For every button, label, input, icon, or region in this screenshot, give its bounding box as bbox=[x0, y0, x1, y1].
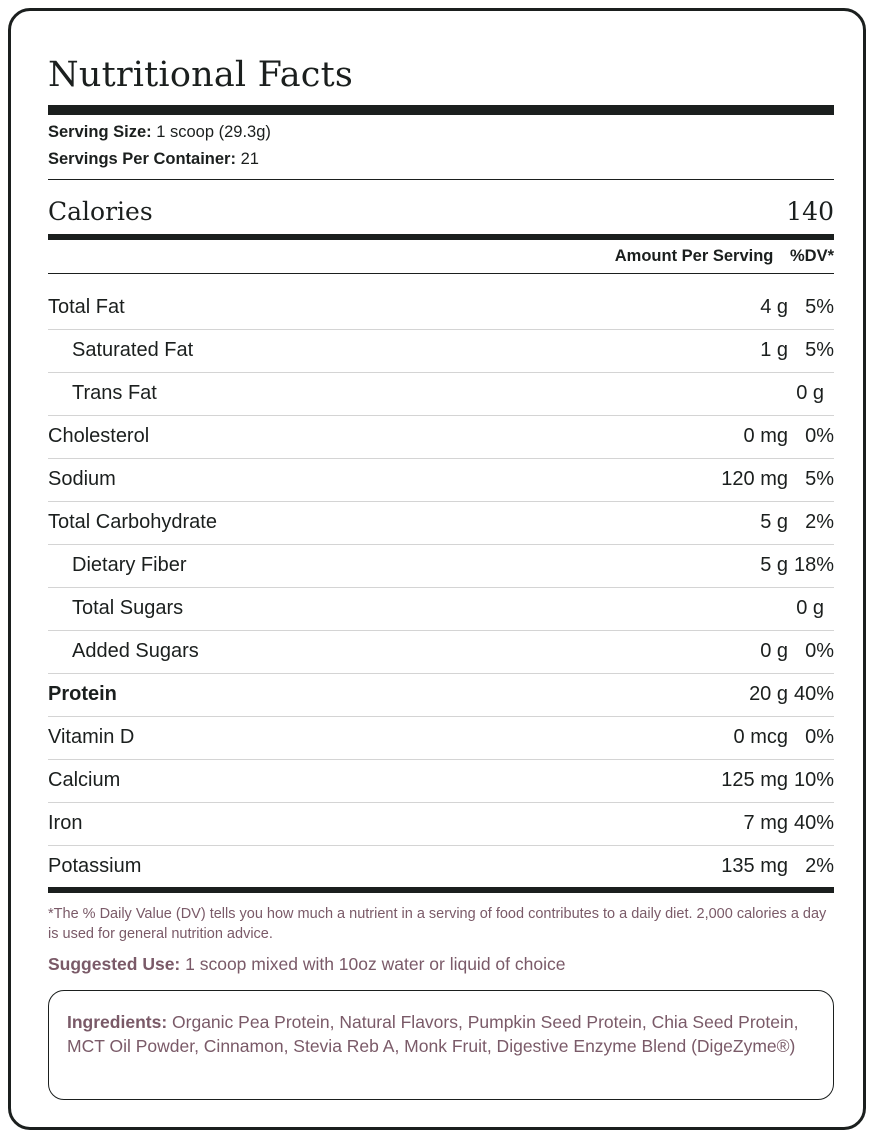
nutrient-amount: 1 g bbox=[760, 339, 788, 361]
calories-value: 140 bbox=[786, 197, 834, 226]
nutrient-amount: 5 g bbox=[760, 511, 788, 533]
nutrient-daily-value: 18% bbox=[793, 554, 834, 576]
servings-per-container: Servings Per Container: 21 bbox=[48, 150, 259, 169]
nutrient-amount: 0 g bbox=[796, 597, 824, 619]
nutrient-name: Added Sugars bbox=[72, 640, 199, 662]
nutrition-label-card: Nutritional Facts Serving Size: 1 scoop … bbox=[8, 8, 866, 1130]
nutrient-amount: 0 mg bbox=[743, 425, 788, 447]
table-bottom-divider bbox=[48, 887, 834, 893]
nutrient-daily-value: 5% bbox=[805, 296, 834, 318]
nutrient-row: Total Carbohydrate 5 g 2% bbox=[48, 502, 834, 545]
column-header: Amount Per Serving %DV* bbox=[615, 247, 834, 266]
suggested-use: Suggested Use: 1 scoop mixed with 10oz w… bbox=[48, 954, 565, 975]
nutrient-row: Sodium 120 mg 5% bbox=[48, 459, 834, 502]
serving-size-label: Serving Size: bbox=[48, 123, 152, 141]
ingredients-label: Ingredients: bbox=[67, 1012, 168, 1032]
nutrient-row: Total Sugars 0 g bbox=[48, 588, 834, 631]
nutrient-row: Protein 20 g 40% bbox=[48, 674, 834, 717]
servings-per-container-value: 21 bbox=[240, 150, 259, 168]
nutrient-amount: 0 g bbox=[760, 640, 788, 662]
nutrient-daily-value: 0% bbox=[805, 640, 834, 662]
daily-value-header: %DV* bbox=[789, 247, 834, 265]
nutrient-table: Total Fat 4 g 5% Saturated Fat 1 g 5% Trans Fa… bbox=[48, 287, 834, 888]
nutrient-daily-value: 40% bbox=[793, 683, 834, 705]
calories-divider bbox=[48, 234, 834, 240]
nutrient-row: Saturated Fat 1 g 5% bbox=[48, 330, 834, 373]
nutrient-name: Protein bbox=[48, 683, 117, 705]
nutrient-row: Potassium 135 mg 2% bbox=[48, 846, 834, 888]
amount-per-serving-header: Amount Per Serving bbox=[614, 247, 774, 265]
nutrient-row: Calcium 125 mg 10% bbox=[48, 760, 834, 803]
nutrient-row: Total Fat 4 g 5% bbox=[48, 287, 834, 330]
title-divider bbox=[48, 105, 834, 115]
suggested-use-label: Suggested Use: bbox=[48, 954, 181, 974]
suggested-use-value: 1 scoop mixed with 10oz water or liquid … bbox=[185, 954, 566, 974]
nutrient-amount: 0 mcg bbox=[733, 726, 788, 748]
serving-divider bbox=[48, 179, 834, 180]
serving-size-value: 1 scoop (29.3g) bbox=[156, 123, 271, 141]
nutrient-daily-value: 2% bbox=[805, 511, 834, 533]
servings-per-container-label: Servings Per Container: bbox=[48, 150, 236, 168]
nutrient-daily-value: 5% bbox=[805, 339, 834, 361]
nutrient-amount: 5 g bbox=[760, 554, 788, 576]
nutrient-name: Cholesterol bbox=[48, 425, 150, 447]
calories-label: Calories bbox=[48, 197, 153, 226]
nutrient-name: Total Sugars bbox=[72, 597, 184, 619]
ingredients-box: Ingredients: Organic Pea Protein, Natura… bbox=[48, 990, 834, 1100]
nutrient-amount: 125 mg bbox=[721, 769, 788, 791]
nutrient-row: Dietary Fiber 5 g 18% bbox=[48, 545, 834, 588]
nutrient-row: Added Sugars 0 g 0% bbox=[48, 631, 834, 674]
nutrient-daily-value: 0% bbox=[805, 425, 834, 447]
nutrient-amount: 135 mg bbox=[721, 855, 788, 877]
header-divider bbox=[48, 273, 834, 274]
nutrient-daily-value: 0% bbox=[805, 726, 834, 748]
nutrient-name: Iron bbox=[48, 812, 83, 834]
serving-size: Serving Size: 1 scoop (29.3g) bbox=[48, 123, 271, 142]
nutrient-amount: 4 g bbox=[760, 296, 788, 318]
nutrient-amount: 20 g bbox=[749, 683, 788, 705]
nutrient-daily-value: 2% bbox=[805, 855, 834, 877]
ingredients-value: Organic Pea Protein, Natural Flavors, Pu… bbox=[67, 1012, 799, 1056]
nutrient-name: Vitamin D bbox=[48, 726, 135, 748]
nutrient-amount: 0 g bbox=[796, 382, 824, 404]
nutrient-row: Iron 7 mg 40% bbox=[48, 803, 834, 846]
nutrient-name: Calcium bbox=[48, 769, 121, 791]
nutrient-name: Total Fat bbox=[48, 296, 125, 318]
nutrient-name: Total Carbohydrate bbox=[48, 511, 217, 533]
nutrient-name: Potassium bbox=[48, 855, 142, 877]
nutrient-row: Trans Fat 0 g bbox=[48, 373, 834, 416]
daily-value-footnote: *The % Daily Value (DV) tells you how mu… bbox=[48, 906, 827, 942]
nutrient-row: Vitamin D 0 mcg 0% bbox=[48, 717, 834, 760]
nutrient-amount: 7 mg bbox=[743, 812, 788, 834]
label-title: Nutritional Facts bbox=[48, 55, 354, 95]
nutrient-row: Cholesterol 0 mg 0% bbox=[48, 416, 834, 459]
nutrient-daily-value: 10% bbox=[793, 769, 834, 791]
nutrient-daily-value: 40% bbox=[793, 812, 834, 834]
nutrient-name: Saturated Fat bbox=[72, 339, 194, 361]
nutrient-name: Dietary Fiber bbox=[72, 554, 187, 576]
nutrient-daily-value: 5% bbox=[805, 468, 834, 490]
nutrient-name: Sodium bbox=[48, 468, 116, 490]
nutrient-amount: 120 mg bbox=[721, 468, 788, 490]
nutrient-name: Trans Fat bbox=[72, 382, 157, 404]
